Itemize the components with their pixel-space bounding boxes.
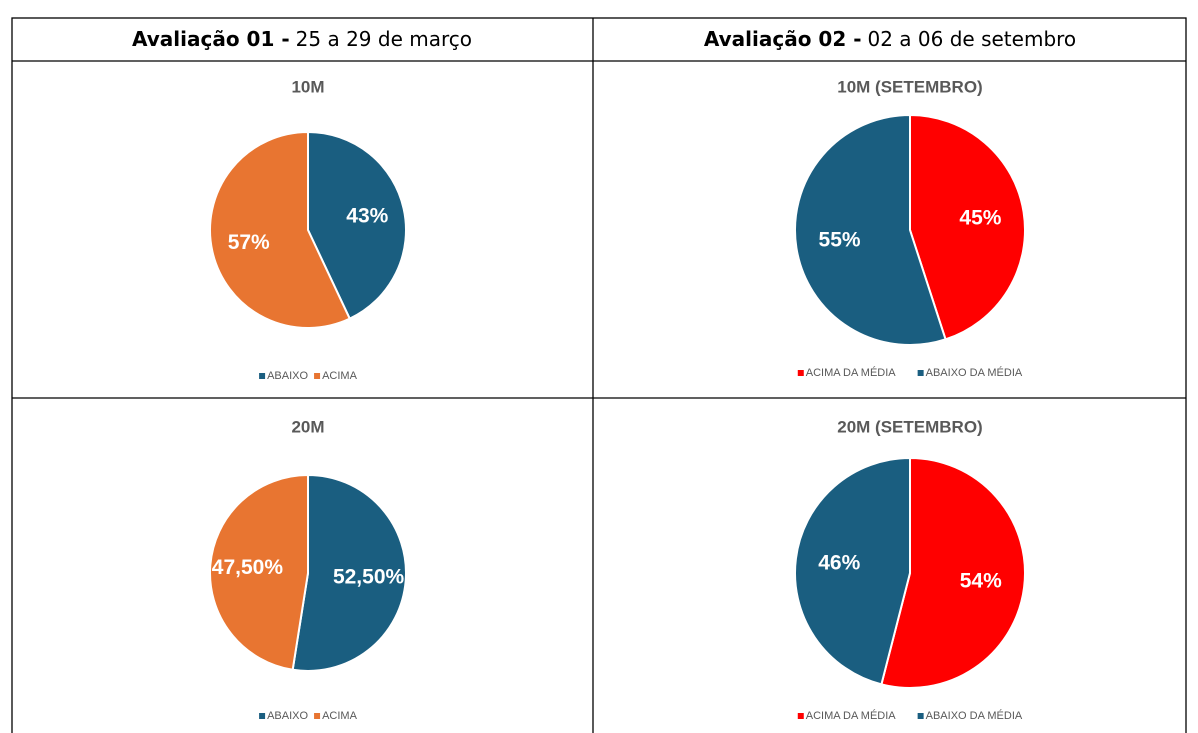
data-label: 43% (346, 204, 388, 227)
data-label: 46% (818, 552, 860, 575)
legend-swatch (917, 370, 924, 376)
legend: ACIMA DA MÉDIA ABAIXO DA MÉDIA (797, 366, 1023, 379)
legend-label: ABAIXO (267, 710, 308, 722)
pie-slice (794, 113, 947, 346)
data-label: 54% (960, 569, 1002, 592)
chart-title: 10M (SETEMBRO) (837, 77, 982, 96)
legend: ABAIXO ACIMA (259, 710, 358, 722)
data-label: 45% (959, 206, 1001, 229)
pie-slice (307, 130, 407, 321)
legend-label: ACIMA DA MÉDIA (806, 366, 897, 379)
pie-slice (909, 113, 1026, 341)
legend-label: ACIMA DA MÉDIA (806, 709, 897, 722)
chart-title: 20M (291, 417, 324, 436)
pie-slice (880, 456, 1026, 689)
legend-label: ABAIXO DA MÉDIA (926, 709, 1023, 722)
legend-swatch (259, 373, 266, 379)
pie-slice (794, 456, 911, 686)
legend-label: ABAIXO DA MÉDIA (926, 366, 1023, 379)
legend: ACIMA DA MÉDIA ABAIXO DA MÉDIA (797, 709, 1023, 722)
pie-slice (291, 473, 408, 672)
legend-swatch (314, 713, 321, 719)
data-label: 57% (228, 231, 270, 254)
chart-title: 20M (SETEMBRO) (837, 417, 982, 436)
legend-label: ACIMA (322, 370, 358, 382)
legend-swatch (314, 373, 321, 379)
pie-slice (209, 130, 352, 329)
legend-swatch (797, 713, 804, 719)
header-cell: Avaliação 01 -25 a 29 de março (132, 27, 472, 51)
legend-swatch (259, 713, 266, 719)
legend-label: ACIMA (322, 710, 358, 722)
legend: ABAIXO ACIMA (259, 370, 358, 382)
pie-slice (209, 473, 309, 671)
header-bold: Avaliação 02 - (704, 27, 862, 51)
legend-swatch (917, 713, 924, 719)
header-text: 25 a 29 de março (296, 27, 472, 51)
data-label: 47,50% (212, 556, 284, 579)
chart-title: 10M (291, 77, 324, 96)
legend-swatch (797, 370, 804, 376)
data-label: 52,50% (333, 565, 405, 588)
legend-label: ABAIXO (267, 370, 308, 382)
data-label: 55% (819, 229, 861, 252)
header-bold: Avaliação 01 - (132, 27, 290, 51)
header-text: 02 a 06 de setembro (868, 27, 1077, 51)
header-cell: Avaliação 02 -02 a 06 de setembro (704, 27, 1076, 51)
